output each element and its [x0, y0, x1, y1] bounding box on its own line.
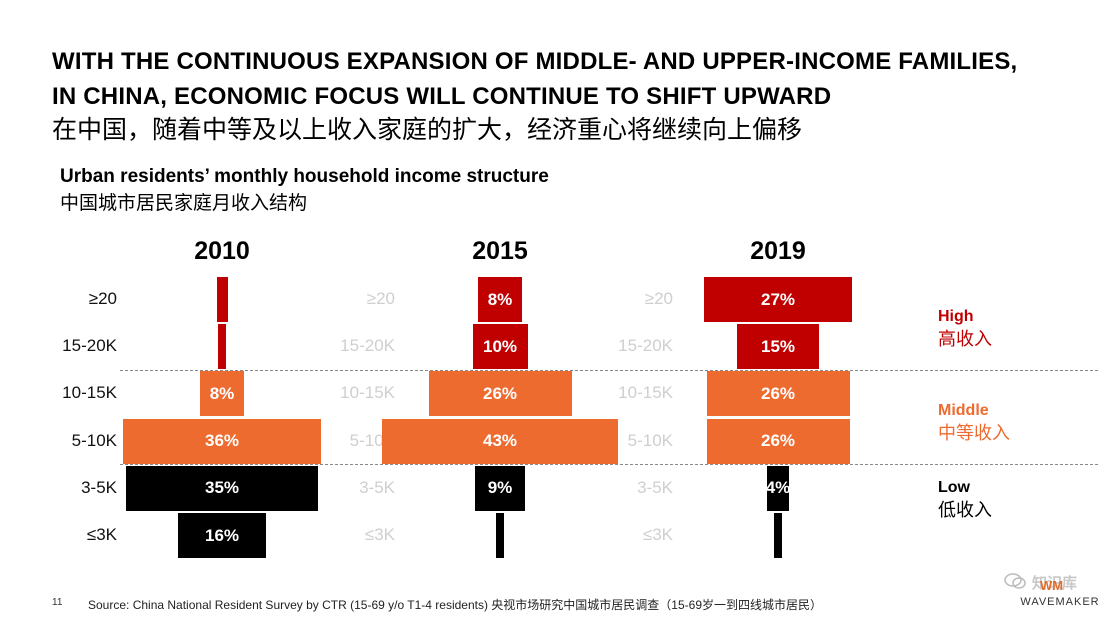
category-label-3k-2010: ≤3K — [86, 525, 117, 544]
category-label-3-5k-2015: 3-5K — [359, 477, 395, 497]
bar-2019-15-20k: 15% — [736, 324, 820, 370]
chart-title-cn: 中国城市居民家庭月收入结构 — [60, 193, 308, 214]
category-label-5-10k-2019: 5-10K — [627, 430, 673, 450]
bar-2010-5-10k: 36% — [123, 418, 321, 464]
bar-2015-10-15k: 26% — [428, 371, 572, 417]
data-label-2010-5-10k: 36% — [204, 431, 240, 451]
category-label-3-5k-2010: 3-5K — [81, 477, 117, 497]
category-label-3-5k-2019: 3-5K — [637, 477, 673, 497]
data-label-2019-3-5k: 4% — [765, 478, 791, 498]
category-label-10-15k-2019: 10-15K — [618, 383, 673, 403]
legend-middle-en: Middle — [938, 402, 989, 419]
legend-high-cn: 高收入 — [938, 329, 992, 349]
category-label-10-15k-2015: 10-15K — [340, 383, 395, 403]
bar-2015-15-20k: 10% — [472, 324, 528, 370]
bar-2019-10-15k: 26% — [706, 371, 850, 417]
bar-2010-3k: 16% — [178, 513, 266, 558]
source-note: Source: China National Resident Survey b… — [88, 598, 822, 612]
bar-2010-20 — [216, 277, 228, 322]
data-label-2015-5-10k: 43% — [482, 431, 518, 451]
legend-low-cn: 低收入 — [938, 500, 992, 520]
category-label-5-10k-2010: 5-10K — [71, 430, 117, 450]
year-label-2019: 2019 — [750, 237, 806, 265]
data-label-2019-5-10k: 26% — [760, 431, 796, 451]
legend-high-en: High — [938, 308, 974, 325]
category-label-10-15k-2010: 10-15K — [62, 383, 117, 403]
bar-2019-20: 27% — [703, 277, 853, 322]
chat-bubble-icon — [1004, 573, 1026, 589]
chart-title: Urban residents’ monthly household incom… — [60, 166, 549, 187]
watermark-text: 知识库 — [1032, 575, 1078, 592]
data-label-2010-3k: 16% — [204, 525, 240, 545]
category-label-15-20k-2015: 15-20K — [340, 336, 395, 356]
legend-low-en: Low — [938, 479, 970, 496]
bar-2010-3-5k: 35% — [125, 465, 319, 511]
data-label-2015-3-5k: 9% — [487, 478, 513, 498]
bar-2015-3k — [496, 513, 504, 558]
bar-2019-3-5k: 4% — [765, 465, 791, 511]
category-label-15-20k-2019: 15-20K — [618, 336, 673, 356]
category-label-20-2015: ≥20 — [366, 289, 395, 308]
data-label-2019-20: 27% — [760, 289, 796, 309]
bar-2010-10-15k: 8% — [200, 371, 244, 417]
data-label-2010-3-5k: 35% — [204, 478, 240, 498]
brand-name: WAVEMAKER — [1020, 596, 1100, 608]
data-label-2019-15-20k: 15% — [760, 336, 796, 356]
group-divider-2 — [120, 464, 1098, 465]
legend-middle-cn: 中等收入 — [938, 423, 1010, 443]
page-number: 11 — [52, 597, 63, 608]
data-label-2019-10-15k: 26% — [760, 383, 796, 403]
bar-2019-5-10k: 26% — [706, 418, 850, 464]
page-title-line-2: IN CHINA, ECONOMIC FOCUS WILL CONTINUE T… — [52, 83, 832, 110]
data-label-2010-10-15k: 8% — [209, 383, 235, 403]
category-label-20-2019: ≥20 — [644, 289, 673, 308]
bar-2015-3-5k: 9% — [475, 465, 525, 511]
data-label-2015-10-15k: 26% — [482, 383, 518, 403]
bar-2019-3k — [774, 513, 782, 558]
group-divider-1 — [120, 370, 1098, 371]
brand-logo: WM WAVEMAKER — [1010, 578, 1110, 618]
data-label-2015-20: 8% — [487, 289, 513, 309]
category-label-3k-2015: ≤3K — [364, 525, 395, 544]
page-title-cn: 在中国，随着中等及以上收入家庭的扩大，经济重心将继续向上偏移 — [52, 116, 803, 144]
brand-mark: WM — [1040, 578, 1064, 593]
category-label-20-2010: ≥20 — [88, 289, 117, 308]
year-label-2015: 2015 — [472, 237, 528, 265]
page-title: WITH THE CONTINUOUS EXPANSION OF MIDDLE-… — [52, 44, 1092, 114]
bar-2015-5-10k: 43% — [381, 418, 619, 464]
bar-2010-15-20k — [218, 324, 226, 370]
page-title-line-1: WITH THE CONTINUOUS EXPANSION OF MIDDLE-… — [52, 48, 1018, 75]
category-label-3k-2019: ≤3K — [642, 525, 673, 544]
bar-2015-20: 8% — [478, 277, 522, 322]
year-label-2010: 2010 — [194, 237, 250, 265]
data-label-2015-15-20k: 10% — [482, 336, 518, 356]
category-label-15-20k-2010: 15-20K — [62, 336, 117, 356]
